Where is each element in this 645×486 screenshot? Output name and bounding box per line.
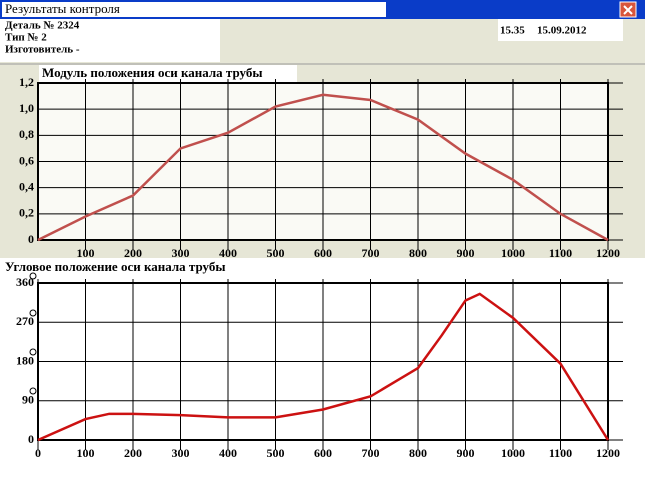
header-line: Деталь № 2324: [5, 20, 80, 32]
title-background: [39, 65, 297, 83]
x-tick-label: 500: [267, 246, 285, 260]
x-tick-label: 1100: [549, 446, 572, 460]
x-tick-label: 900: [457, 446, 475, 460]
x-tick-label: 400: [219, 246, 237, 260]
chart-title: Угловое положение оси канала трубы: [5, 259, 226, 274]
x-tick-label: 600: [314, 446, 332, 460]
x-tick-label: 1000: [501, 446, 525, 460]
header-line: Изготовитель -: [5, 44, 80, 56]
x-tick-label: 300: [172, 246, 190, 260]
window-title: Результаты контроля: [5, 1, 120, 16]
x-tick-label: 700: [362, 446, 380, 460]
degree-mark: [29, 387, 37, 395]
x-tick-label: 1200: [596, 246, 620, 260]
y-tick-label: 1,2: [19, 75, 34, 89]
x-tick-label: 0: [35, 446, 41, 460]
title-box: [2, 2, 386, 17]
header-line: Тип № 2: [5, 32, 47, 44]
y-tick-label: 180: [16, 353, 34, 367]
y-tick-label: 0,8: [19, 127, 34, 141]
time: 15.35: [500, 25, 525, 37]
chart-title: Модуль положения оси канала трубы: [42, 65, 263, 80]
y-tick-label: 0,6: [19, 153, 34, 167]
degree-mark: [29, 348, 37, 356]
x-tick-label: 900: [457, 246, 475, 260]
x-tick-label: 800: [409, 246, 427, 260]
y-tick-label: 0: [28, 232, 34, 246]
x-tick-label: 1100: [549, 246, 572, 260]
x-tick-label: 300: [172, 446, 190, 460]
header-box: [0, 19, 220, 62]
y-tick-label: 360: [16, 275, 34, 289]
x-tick-label: 700: [362, 246, 380, 260]
y-tick-label: 90: [22, 393, 34, 407]
degree-mark: [29, 309, 37, 317]
x-tick-label: 400: [219, 446, 237, 460]
x-tick-label: 800: [409, 446, 427, 460]
y-tick-label: 0,2: [19, 206, 34, 220]
x-tick-label: 1200: [596, 446, 620, 460]
date: 15.09.2012: [537, 25, 587, 37]
data-line: [37, 292, 610, 442]
y-tick-label: 270: [16, 314, 34, 328]
close-icon: [623, 5, 633, 15]
x-tick-label: 600: [314, 246, 332, 260]
date-box: [498, 19, 623, 41]
y-tick-label: 1,0: [19, 101, 34, 115]
y-tick-label: 0: [28, 432, 34, 446]
x-tick-label: 100: [77, 246, 95, 260]
plot-frame: [37, 82, 609, 241]
y-tick-label: 0,4: [19, 179, 34, 193]
x-tick-label: 100: [77, 446, 95, 460]
degree-mark: [29, 272, 37, 280]
plot-frame: [37, 282, 609, 441]
data-line: [37, 93, 609, 242]
x-tick-label: 500: [267, 446, 285, 460]
x-tick-label: 200: [124, 246, 142, 260]
x-tick-label: 1000: [501, 246, 525, 260]
x-tick-label: 200: [124, 446, 142, 460]
